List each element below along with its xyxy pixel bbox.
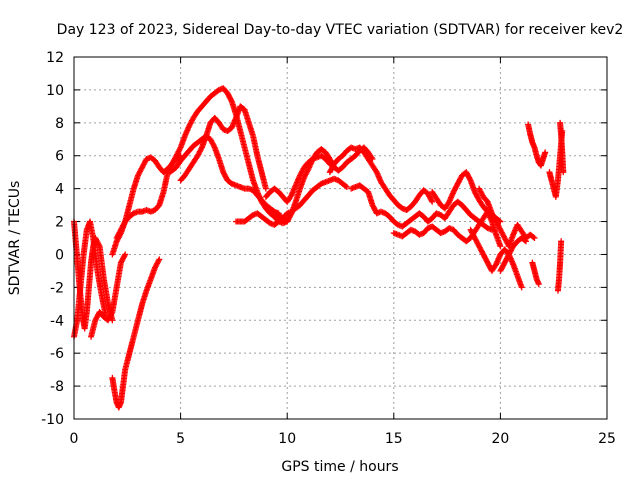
series-trace-r bbox=[497, 235, 529, 274]
x-tick-label: 5 bbox=[176, 431, 185, 447]
series-trace-p bbox=[467, 226, 525, 291]
series-trace-m bbox=[348, 182, 495, 233]
data-point-marker bbox=[558, 238, 565, 245]
data-point-marker bbox=[156, 256, 163, 263]
series-trace-w bbox=[557, 119, 567, 176]
x-tick-label: 0 bbox=[70, 431, 79, 447]
data-point-marker bbox=[531, 235, 538, 241]
y-tick-label: 12 bbox=[46, 50, 64, 66]
data-point-marker bbox=[518, 284, 525, 291]
x-tick-label: 25 bbox=[598, 431, 616, 447]
data-point-marker bbox=[342, 183, 349, 190]
plot-frame bbox=[73, 56, 608, 420]
x-tick-label: 15 bbox=[385, 431, 403, 447]
data-point-marker bbox=[560, 169, 567, 176]
data-point-marker bbox=[262, 185, 269, 192]
x-tick-label: 10 bbox=[278, 431, 296, 447]
y-tick-label: -2 bbox=[50, 280, 64, 296]
y-tick-label: 6 bbox=[55, 149, 64, 165]
data-point-marker bbox=[497, 243, 504, 250]
y-tick-label: 0 bbox=[55, 247, 64, 263]
series-trace-c bbox=[88, 251, 129, 340]
data-points bbox=[71, 85, 567, 411]
series-trace-n bbox=[390, 208, 504, 250]
series-trace-d bbox=[109, 256, 163, 411]
y-tick-label: -6 bbox=[50, 346, 64, 362]
x-tick-label: 20 bbox=[491, 431, 509, 447]
data-point-marker bbox=[535, 281, 542, 288]
y-tick-label: -10 bbox=[41, 412, 64, 428]
series-trace-l bbox=[326, 144, 436, 214]
series-trace-b bbox=[71, 218, 109, 340]
data-point-marker bbox=[343, 183, 350, 190]
series-trace-v bbox=[554, 238, 565, 294]
x-axis-label: GPS time / hours bbox=[281, 459, 398, 475]
y-tick-label: 2 bbox=[55, 215, 64, 231]
series-trace-t bbox=[529, 259, 542, 288]
series-trace-i bbox=[233, 175, 350, 228]
y-tick-label: -8 bbox=[50, 379, 64, 395]
data-point-marker bbox=[530, 234, 537, 241]
series-trace-g bbox=[166, 132, 282, 217]
y-tick-label: 4 bbox=[55, 182, 64, 198]
data-point-marker bbox=[122, 251, 129, 258]
x-axis-ticks: 0 5 10 15 20 25 bbox=[70, 57, 616, 447]
data-point-marker bbox=[521, 237, 528, 244]
data-point-marker bbox=[429, 198, 436, 205]
series-trace-h bbox=[177, 103, 269, 192]
y-tick-label: -4 bbox=[50, 313, 64, 329]
data-point-marker bbox=[542, 149, 549, 156]
series-trace-q bbox=[476, 185, 538, 250]
y-tick-label: 10 bbox=[46, 83, 64, 99]
y-tick-label: 8 bbox=[55, 116, 64, 132]
series-trace-s bbox=[525, 121, 549, 169]
data-point-marker bbox=[522, 238, 529, 245]
chart-title: Day 123 of 2023, Sidereal Day-to-day VTE… bbox=[57, 22, 624, 38]
y-axis-label: SDTVAR / TECUs bbox=[7, 181, 23, 296]
